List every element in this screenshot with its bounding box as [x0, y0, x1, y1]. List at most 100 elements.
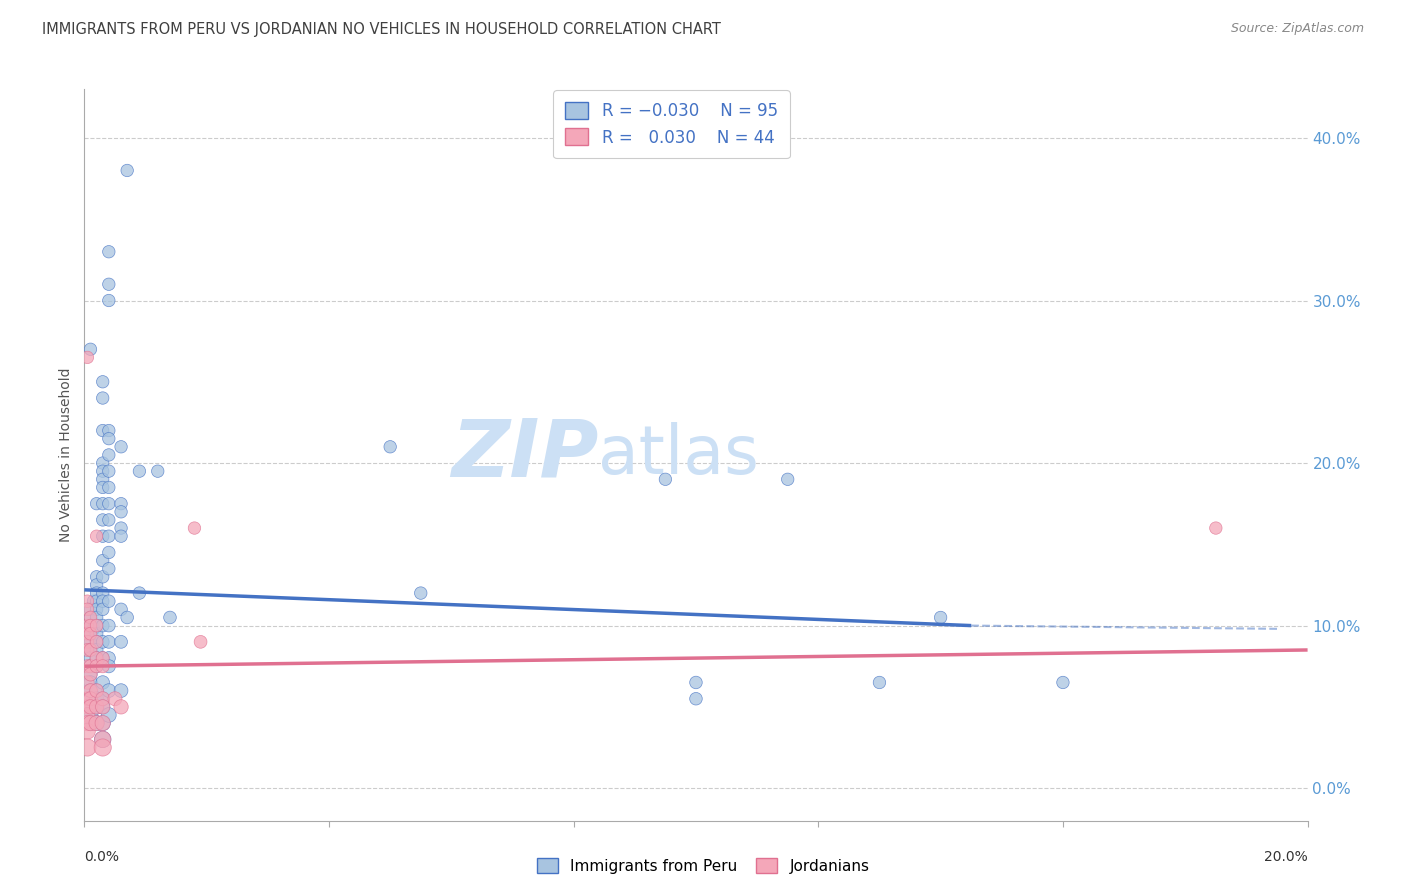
Point: [76, 708, 98, 723]
Point: [409, 586, 432, 600]
Point: [91, 570, 114, 584]
Point: [380, 440, 402, 454]
Point: [97, 659, 120, 673]
Point: [776, 472, 799, 486]
Point: [79, 651, 101, 665]
Point: [190, 635, 212, 649]
Point: [76, 691, 98, 706]
Text: 0.0%: 0.0%: [84, 850, 120, 863]
Point: [97, 562, 120, 576]
Point: [91, 424, 114, 438]
Point: [86, 699, 108, 714]
Point: [79, 626, 101, 640]
Point: [86, 716, 108, 731]
Point: [110, 699, 132, 714]
Point: [146, 464, 169, 478]
Point: [110, 497, 132, 511]
Text: ZIP: ZIP: [451, 416, 598, 494]
Point: [86, 497, 108, 511]
Point: [86, 578, 108, 592]
Point: [115, 610, 138, 624]
Point: [91, 699, 114, 714]
Point: [91, 472, 114, 486]
Point: [79, 691, 101, 706]
Point: [97, 618, 120, 632]
Point: [79, 643, 101, 657]
Point: [91, 513, 114, 527]
Point: [86, 659, 108, 673]
Point: [86, 635, 108, 649]
Point: [86, 586, 108, 600]
Point: [97, 529, 120, 543]
Point: [79, 691, 101, 706]
Point: [83, 622, 105, 636]
Point: [91, 529, 114, 543]
Point: [91, 375, 114, 389]
Point: [76, 675, 98, 690]
Point: [97, 497, 120, 511]
Point: [79, 716, 101, 731]
Point: [97, 464, 120, 478]
Point: [86, 529, 108, 543]
Point: [79, 699, 101, 714]
Point: [76, 740, 98, 755]
Point: [91, 391, 114, 405]
Point: [91, 497, 114, 511]
Point: [97, 277, 120, 292]
Point: [97, 513, 120, 527]
Point: [110, 529, 132, 543]
Point: [79, 667, 101, 681]
Y-axis label: No Vehicles in Household: No Vehicles in Household: [59, 368, 73, 542]
Legend: Immigrants from Peru, Jordanians: Immigrants from Peru, Jordanians: [530, 852, 876, 880]
Point: [79, 626, 101, 640]
Point: [86, 651, 108, 665]
Point: [86, 699, 108, 714]
Point: [91, 716, 114, 731]
Point: [91, 602, 114, 616]
Point: [159, 610, 181, 624]
Point: [115, 163, 138, 178]
Point: [79, 675, 101, 690]
Point: [79, 659, 101, 673]
Point: [76, 351, 98, 365]
Text: Source: ZipAtlas.com: Source: ZipAtlas.com: [1230, 22, 1364, 36]
Point: [91, 480, 114, 494]
Point: [97, 594, 120, 608]
Point: [86, 651, 108, 665]
Point: [97, 683, 120, 698]
Legend: R = −0.030    N = 95, R =   0.030    N = 44: R = −0.030 N = 95, R = 0.030 N = 44: [554, 90, 790, 158]
Point: [97, 480, 120, 494]
Point: [91, 456, 114, 470]
Point: [76, 643, 98, 657]
Point: [76, 716, 98, 731]
Point: [685, 675, 707, 690]
Point: [76, 659, 98, 673]
Point: [929, 610, 952, 624]
Point: [97, 293, 120, 308]
Point: [91, 716, 114, 731]
Point: [97, 545, 120, 559]
Point: [86, 643, 108, 657]
Point: [79, 643, 101, 657]
Point: [1052, 675, 1074, 690]
Point: [110, 635, 132, 649]
Point: [110, 440, 132, 454]
Point: [86, 691, 108, 706]
Point: [79, 708, 101, 723]
Point: [128, 586, 150, 600]
Point: [79, 618, 101, 632]
Point: [1205, 521, 1227, 535]
Point: [110, 505, 132, 519]
Point: [83, 594, 105, 608]
Point: [76, 724, 98, 739]
Point: [76, 626, 98, 640]
Point: [79, 716, 101, 731]
Point: [91, 691, 114, 706]
Point: [91, 675, 114, 690]
Point: [97, 448, 120, 462]
Point: [91, 586, 114, 600]
Text: IMMIGRANTS FROM PERU VS JORDANIAN NO VEHICLES IN HOUSEHOLD CORRELATION CHART: IMMIGRANTS FROM PERU VS JORDANIAN NO VEH…: [42, 22, 721, 37]
Point: [79, 610, 101, 624]
Point: [91, 659, 114, 673]
Point: [76, 699, 98, 714]
